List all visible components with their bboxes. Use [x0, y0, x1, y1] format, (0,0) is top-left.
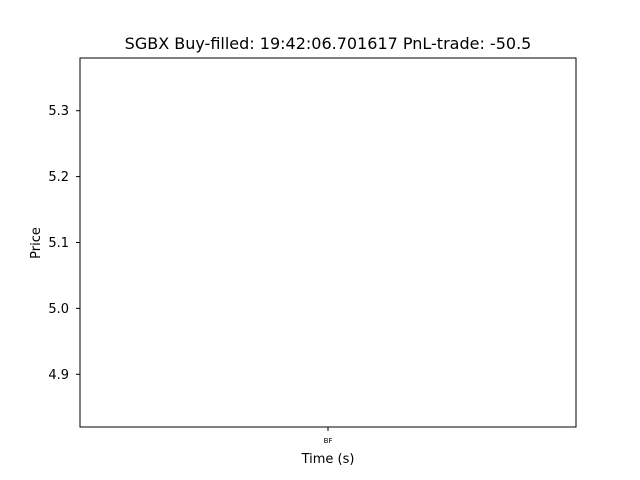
y-axis-ticks: 4.9 5.0 5.1 5.2 5.3	[48, 104, 80, 383]
y-tick-label: 5.3	[48, 104, 69, 119]
y-tick-label: 5.1	[48, 236, 69, 251]
y-tick-label: 5.2	[48, 170, 69, 185]
chart-title: SGBX Buy-filled: 19:42:06.701617 PnL-tra…	[125, 34, 532, 53]
x-axis-label: Time (s)	[301, 452, 355, 467]
x-tick-label: BF	[324, 437, 333, 445]
plot-area	[79, 57, 577, 428]
y-axis-label: Price	[29, 227, 44, 259]
x-axis-ticks: BF	[324, 427, 333, 445]
y-tick-label: 4.9	[48, 368, 69, 383]
y-tick-label: 5.0	[48, 302, 69, 317]
